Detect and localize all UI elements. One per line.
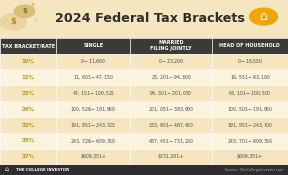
Text: ⌂: ⌂ [4, 167, 8, 172]
FancyBboxPatch shape [130, 101, 212, 117]
Text: $201,051 - $383,900: $201,051 - $383,900 [148, 106, 194, 113]
FancyBboxPatch shape [212, 54, 288, 69]
FancyBboxPatch shape [0, 165, 288, 175]
FancyBboxPatch shape [56, 101, 130, 117]
Text: 2024 Federal Tax Brackets: 2024 Federal Tax Brackets [55, 12, 245, 25]
Text: MARRIED
FILING JOINTLY: MARRIED FILING JOINTLY [150, 40, 192, 51]
FancyBboxPatch shape [56, 85, 130, 101]
FancyBboxPatch shape [212, 101, 288, 117]
Circle shape [250, 8, 277, 25]
FancyBboxPatch shape [0, 54, 56, 69]
Text: $47,151 - $100,525: $47,151 - $100,525 [72, 90, 115, 97]
Text: $100,501 - $191,950: $100,501 - $191,950 [227, 106, 273, 113]
Text: $243,701 - $609,350: $243,701 - $609,350 [227, 137, 273, 145]
Text: $16,551 - $63,100: $16,551 - $63,100 [230, 74, 270, 81]
Text: $609,351+: $609,351+ [80, 154, 106, 159]
FancyBboxPatch shape [130, 133, 212, 149]
FancyBboxPatch shape [56, 54, 130, 69]
Text: $23,201 - $94,300: $23,201 - $94,300 [151, 74, 191, 81]
FancyBboxPatch shape [130, 149, 212, 165]
FancyBboxPatch shape [212, 149, 288, 165]
Text: $0 - $23,200: $0 - $23,200 [158, 58, 184, 65]
Text: 12%: 12% [22, 75, 35, 80]
Text: ⌂: ⌂ [259, 10, 268, 23]
Text: $243,726 - $609,350: $243,726 - $609,350 [70, 137, 117, 145]
Text: 10%: 10% [22, 59, 35, 64]
Text: Source: TheCollegeInvestor.com: Source: TheCollegeInvestor.com [225, 168, 284, 172]
Text: $383,901 - $487,450: $383,901 - $487,450 [148, 121, 194, 129]
FancyBboxPatch shape [56, 69, 130, 85]
Circle shape [0, 14, 26, 30]
FancyBboxPatch shape [0, 0, 288, 38]
FancyBboxPatch shape [130, 38, 212, 54]
FancyBboxPatch shape [56, 117, 130, 133]
FancyBboxPatch shape [212, 38, 288, 54]
Circle shape [14, 5, 35, 18]
Text: $191,951 - $243,700: $191,951 - $243,700 [227, 121, 273, 129]
FancyBboxPatch shape [0, 117, 56, 133]
Text: $: $ [22, 8, 27, 14]
Text: 24%: 24% [22, 107, 35, 112]
FancyBboxPatch shape [130, 85, 212, 101]
Text: 35%: 35% [21, 138, 35, 144]
Text: $100,526 - $191,950: $100,526 - $191,950 [70, 106, 117, 113]
Text: TAX BRACKET/RATE: TAX BRACKET/RATE [1, 43, 55, 48]
Text: ▷: ▷ [35, 18, 39, 23]
Text: $191,951 - $243,725: $191,951 - $243,725 [70, 121, 116, 129]
FancyBboxPatch shape [130, 117, 212, 133]
FancyBboxPatch shape [56, 38, 130, 54]
FancyBboxPatch shape [212, 85, 288, 101]
Text: $63,101 - $100,500: $63,101 - $100,500 [228, 90, 272, 97]
FancyBboxPatch shape [0, 149, 56, 165]
Text: $731,201+: $731,201+ [158, 154, 184, 159]
FancyBboxPatch shape [0, 101, 56, 117]
FancyBboxPatch shape [212, 69, 288, 85]
Text: SINGLE: SINGLE [83, 43, 103, 48]
FancyBboxPatch shape [0, 69, 56, 85]
FancyBboxPatch shape [0, 38, 56, 54]
FancyBboxPatch shape [130, 54, 212, 69]
FancyBboxPatch shape [56, 149, 130, 165]
Text: THE COLLEGE INVESTOR: THE COLLEGE INVESTOR [16, 168, 69, 172]
Text: $487,451 - $731,200: $487,451 - $731,200 [148, 137, 194, 145]
Text: $: $ [10, 17, 16, 26]
FancyBboxPatch shape [130, 69, 212, 85]
Text: 22%: 22% [22, 91, 35, 96]
Text: $609,351+: $609,351+ [237, 154, 263, 159]
Text: +: + [29, 2, 35, 8]
Text: 37%: 37% [21, 154, 35, 159]
Text: HEAD OF HOUSEHOLD: HEAD OF HOUSEHOLD [219, 43, 280, 48]
FancyBboxPatch shape [212, 117, 288, 133]
Text: $0 - $11,600: $0 - $11,600 [80, 58, 107, 65]
FancyBboxPatch shape [212, 133, 288, 149]
Text: $94,301 - $201,050: $94,301 - $201,050 [149, 90, 193, 97]
Text: $11,601 - $47,150: $11,601 - $47,150 [73, 74, 113, 81]
FancyBboxPatch shape [56, 133, 130, 149]
Text: $0 - $16,550: $0 - $16,550 [237, 58, 263, 65]
FancyBboxPatch shape [0, 85, 56, 101]
FancyBboxPatch shape [0, 133, 56, 149]
Text: 32%: 32% [22, 123, 35, 128]
